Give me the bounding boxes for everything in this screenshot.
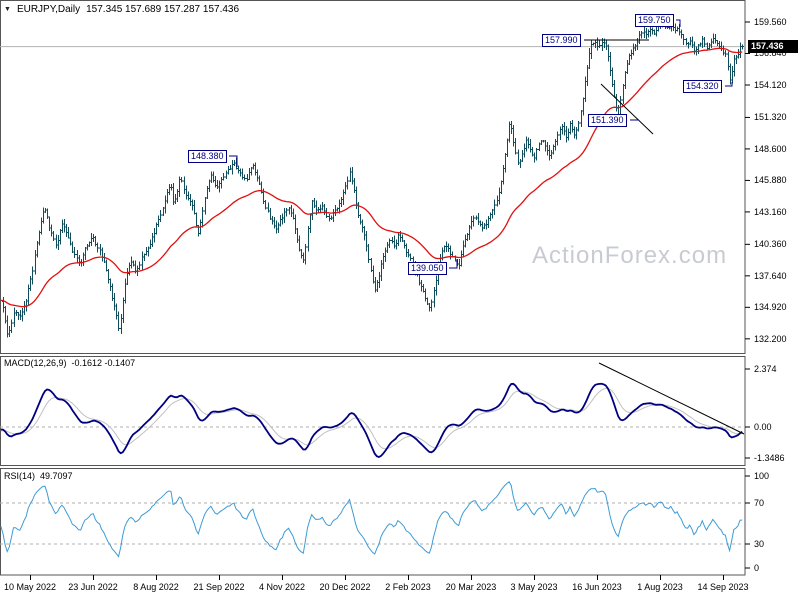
annotation-connector bbox=[449, 259, 458, 269]
price-annotation-154_320[interactable]: 154.320 bbox=[683, 80, 722, 93]
rsi-axis-label: 100 bbox=[754, 471, 770, 481]
date-axis-label: 2 Feb 2023 bbox=[385, 582, 431, 592]
rsi-indicator-label: RSI(14) bbox=[4, 471, 36, 481]
date-axis-label: 8 Aug 2022 bbox=[133, 582, 179, 592]
rsi-panel-frame bbox=[0, 468, 746, 576]
macd-trendline[interactable] bbox=[598, 362, 745, 435]
moving-average-line[interactable] bbox=[0, 47, 743, 308]
annotation-connector bbox=[229, 155, 238, 167]
date-axis-label: 4 Nov 2022 bbox=[258, 582, 306, 592]
price-axis-label: 148.600 bbox=[754, 144, 787, 154]
price-axis-label: 134.920 bbox=[754, 302, 787, 312]
date-axis-label: 3 May 2023 bbox=[510, 582, 558, 592]
rsi-axis-label: 30 bbox=[754, 539, 765, 549]
ohlc-values: 157.345 157.689 157.287 157.436 bbox=[86, 4, 240, 15]
date-axis-label: 20 Dec 2022 bbox=[319, 582, 371, 592]
macd-axis-label: -1.3486 bbox=[754, 453, 785, 463]
macd-indicator-label: MACD(12,26,9) bbox=[4, 358, 67, 368]
rsi-title-bar: RSI(14) 49.7097 bbox=[4, 471, 73, 481]
macd-signal-line bbox=[0, 387, 743, 450]
rsi-indicator-value: 49.7097 bbox=[40, 471, 73, 481]
price-axis-label: 154.120 bbox=[754, 80, 787, 90]
price-annotation-139_050[interactable]: 139.050 bbox=[408, 262, 447, 275]
price-axis-label: 145.880 bbox=[754, 175, 787, 185]
date-axis-label: 23 Jun 2022 bbox=[68, 582, 118, 592]
symbol-dropdown-icon[interactable]: ▼ bbox=[4, 5, 11, 13]
price-axis-label: 151.320 bbox=[754, 112, 787, 122]
symbol-timeframe-label: EURJPY,Daily bbox=[16, 4, 81, 15]
price-axis-label: 137.640 bbox=[754, 271, 787, 281]
chart-title-bar: ▼ EURJPY,Daily 157.345 157.689 157.287 1… bbox=[4, 4, 239, 15]
price-annotation-151_390[interactable]: 151.390 bbox=[588, 114, 627, 127]
current-price-tag: 157.436 bbox=[748, 40, 798, 53]
price-axis-label: 143.160 bbox=[754, 207, 787, 217]
macd-indicator-values: -0.1612 -0.1407 bbox=[71, 358, 136, 368]
rsi-line bbox=[0, 481, 743, 558]
date-axis-label: 10 May 2022 bbox=[3, 582, 57, 592]
price-axis-label: 156.840 bbox=[754, 48, 787, 58]
price-annotation-157_990[interactable]: 157.990 bbox=[542, 34, 581, 47]
macd-axis-label: 2.374 bbox=[754, 364, 777, 374]
date-axis-label: 21 Sep 2022 bbox=[193, 582, 245, 592]
macd-title-bar: MACD(12,26,9) -0.1612 -0.1407 bbox=[4, 358, 135, 368]
watermark: ActionForex.com bbox=[532, 242, 728, 269]
macd-axis-label: 0.00 bbox=[754, 422, 772, 432]
rsi-axis-label: 0 bbox=[754, 563, 760, 573]
macd-main-line bbox=[0, 382, 743, 458]
annotation-connector bbox=[676, 19, 681, 27]
price-axis-label: 159.560 bbox=[754, 17, 787, 27]
rsi-axis-label: 70 bbox=[754, 498, 765, 508]
price-annotation-159_750[interactable]: 159.750 bbox=[635, 14, 674, 27]
macd-panel-frame bbox=[0, 356, 746, 466]
date-axis-label: 16 Jun 2023 bbox=[572, 582, 622, 592]
date-axis-label: 20 Mar 2023 bbox=[445, 582, 497, 592]
ohlc-bars-series bbox=[1, 18, 745, 338]
annotation-connector bbox=[725, 82, 733, 87]
price-panel-frame bbox=[0, 0, 746, 354]
date-axis-label: 1 Aug 2023 bbox=[637, 582, 683, 592]
date-axis-label: 14 Sep 2023 bbox=[697, 582, 749, 592]
price-axis-label: 132.200 bbox=[754, 334, 787, 344]
price-trendline[interactable] bbox=[600, 83, 654, 135]
price-axis-label: 140.360 bbox=[754, 239, 787, 249]
price-annotation-148_380[interactable]: 148.380 bbox=[188, 150, 227, 163]
